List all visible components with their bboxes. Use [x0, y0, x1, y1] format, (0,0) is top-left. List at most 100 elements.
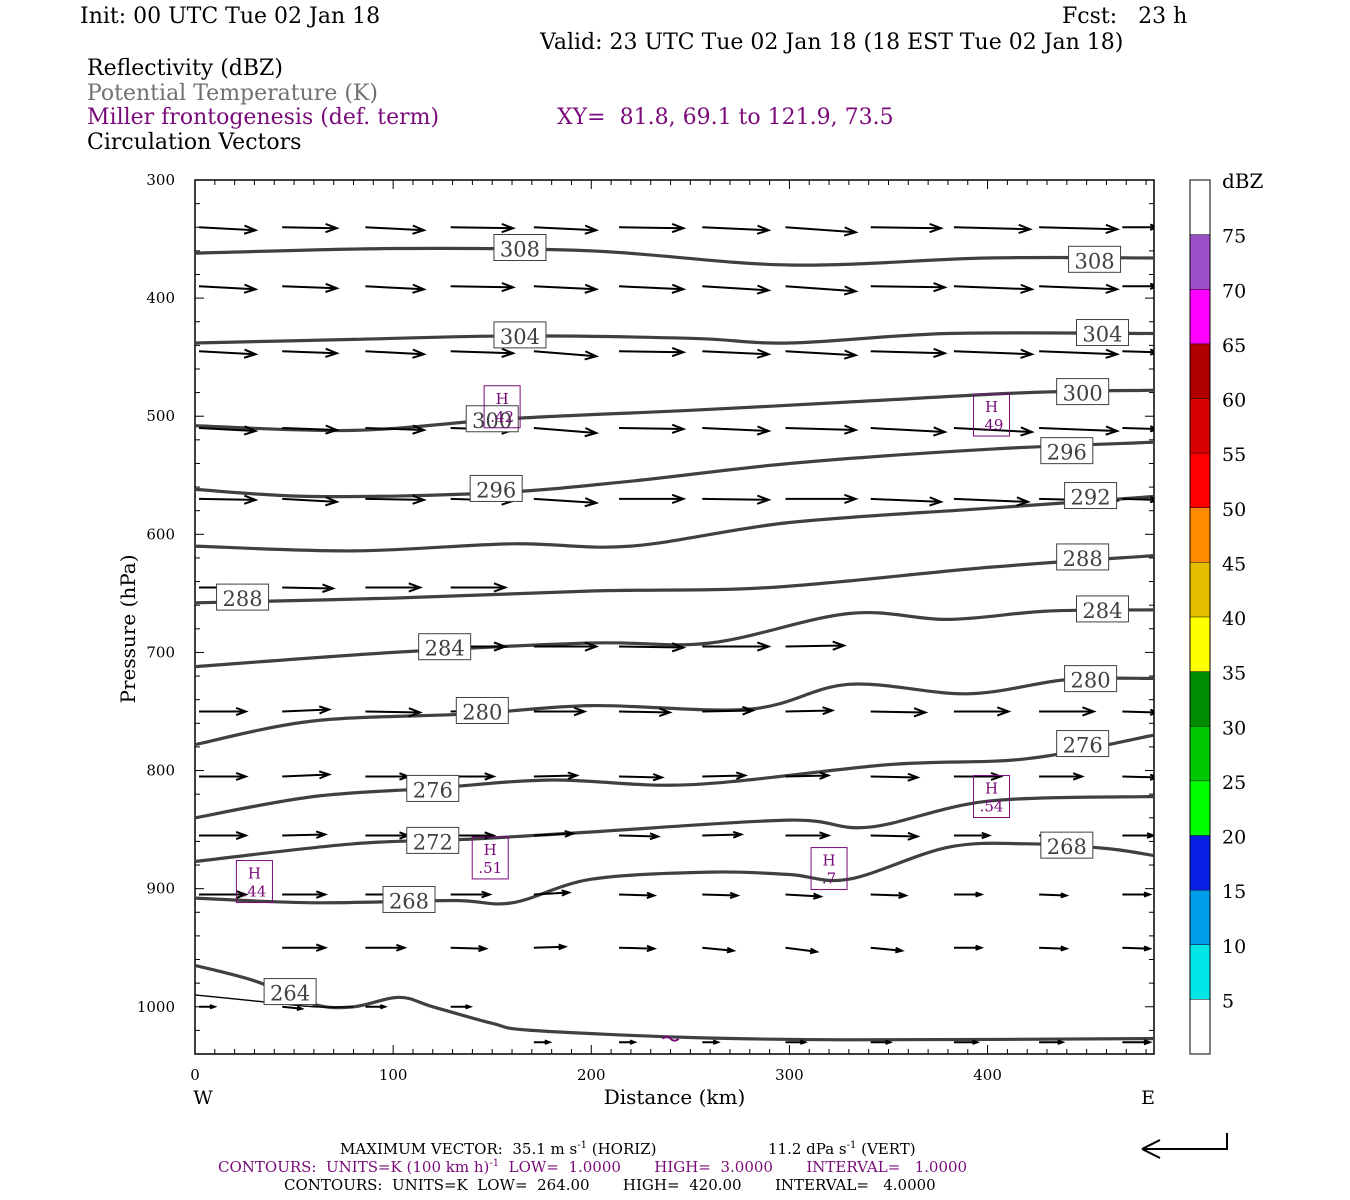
- theta-label: 264: [270, 982, 310, 1006]
- circulation-vector: [282, 222, 340, 234]
- colorbar-tick-label: 35: [1222, 663, 1246, 685]
- valid-time: Valid: 23 UTC Tue 02 Jan 18 (18 EST Tue …: [540, 30, 1124, 55]
- frontogenesis-max-label: H: [496, 390, 509, 408]
- circulation-vector: [785, 771, 832, 780]
- circulation-vector: [702, 705, 756, 716]
- colorbar-segment: [1190, 890, 1210, 945]
- y-tick-label: 600: [146, 525, 175, 543]
- circulation-vector: [282, 830, 329, 839]
- cross-section-xy: XY= 81.8, 69.1 to 121.9, 73.5: [557, 105, 894, 130]
- theta-label: 292: [1071, 486, 1111, 510]
- theta-label: 296: [476, 478, 516, 502]
- theta-label-box: [1064, 665, 1118, 693]
- frontogenesis-max-value: .51: [478, 859, 502, 877]
- circulation-vector: [450, 1004, 474, 1010]
- theta-label-box: [1056, 378, 1110, 406]
- theta-contour-276: [195, 733, 1154, 820]
- circulation-vector: [870, 831, 921, 841]
- init-time: Init: 00 UTC Tue 02 Jan 18: [80, 4, 381, 29]
- circulation-vector: [282, 1005, 305, 1011]
- circulation-vector: [1122, 891, 1153, 898]
- frontogenesis-max-label: H: [248, 865, 261, 883]
- circulation-vector: [1039, 945, 1070, 952]
- circulation-vector: [953, 706, 1012, 717]
- theta-label-box: [493, 234, 547, 262]
- theta-label: 276: [1063, 734, 1103, 758]
- circulation-vector: [870, 772, 921, 782]
- circulation-vector: [702, 830, 745, 839]
- colorbar-tick-label: 50: [1222, 499, 1246, 521]
- circulation-vector: [785, 493, 859, 504]
- circulation-vector: [702, 1039, 721, 1045]
- theta-label: 304: [1082, 323, 1122, 347]
- circulation-vector: [785, 1039, 808, 1045]
- theta-label-box: [382, 885, 436, 913]
- colorbar-tick-label: 25: [1222, 772, 1246, 794]
- circulation-vector: [1122, 496, 1154, 504]
- colorbar-tick-label: 55: [1222, 444, 1246, 466]
- circulation-vector: [282, 770, 332, 780]
- colorbar-segment: [1190, 234, 1210, 290]
- y-axis-title: Pressure (hPa): [116, 555, 140, 704]
- circulation-vector: [282, 943, 329, 952]
- circulation-vector: [619, 707, 673, 718]
- circulation-vector: [365, 707, 423, 718]
- frontogenesis-max-box: [810, 847, 848, 891]
- circulation-vector: [1122, 1039, 1153, 1046]
- circulation-vector: [282, 496, 340, 507]
- theta-label: 268: [389, 889, 429, 913]
- theta-label-box: [469, 474, 523, 502]
- circulation-vector: [365, 582, 423, 593]
- x-tick-label: 200: [577, 1066, 606, 1084]
- circulation-vector: [365, 1004, 388, 1010]
- colorbar-tick-label: 70: [1222, 280, 1246, 302]
- footer-max-vector: MAXIMUM VECTOR: 35.1 m s-1 (HORIZ): [340, 1140, 657, 1158]
- circulation-vector: [365, 494, 427, 505]
- theta-label: 284: [1082, 599, 1122, 623]
- circulation-vector: [785, 226, 859, 237]
- circulation-vector: [1039, 706, 1097, 717]
- theta-label: 284: [425, 637, 465, 661]
- circulation-vector: [1039, 348, 1121, 359]
- theta-label: 308: [500, 238, 540, 262]
- frontogenesis-max-value: .49: [980, 416, 1004, 434]
- circulation-vector: [953, 944, 985, 951]
- circulation-vector: [1122, 708, 1154, 716]
- circulation-vector: [702, 891, 741, 899]
- theta-label-box: [418, 633, 472, 661]
- circulation-vector: [199, 1004, 218, 1010]
- circulation-vector: [450, 582, 509, 593]
- circulation-vector: [282, 705, 332, 715]
- circulation-vector: [953, 348, 1035, 359]
- circulation-vector: [533, 224, 600, 235]
- circulation-vector: [533, 427, 600, 438]
- colorbar-tick-label: 20: [1222, 827, 1246, 849]
- circulation-vector: [702, 348, 772, 359]
- circulation-vector: [702, 224, 772, 235]
- circulation-vector: [282, 282, 340, 293]
- colorbar-segment: [1190, 562, 1210, 617]
- y-tick-label: 700: [146, 643, 175, 661]
- circulation-vector: [282, 583, 336, 594]
- colorbar-tick-label: 40: [1222, 608, 1246, 630]
- y-tick-label: 1000: [137, 998, 175, 1016]
- theta-label: 280: [462, 700, 502, 724]
- circulation-vector: [365, 772, 412, 781]
- circulation-vector: [365, 283, 427, 294]
- theta-label: 280: [1071, 669, 1111, 693]
- frontogenesis-max-value: .54: [980, 798, 1004, 816]
- circulation-vector: [1122, 282, 1154, 290]
- circulation-vector: [450, 223, 516, 234]
- circulation-vector: [785, 640, 847, 651]
- circulation-vector: [785, 831, 832, 840]
- frontogenesis-max-label: H: [823, 852, 836, 870]
- circulation-vector: [198, 348, 259, 359]
- plot-layer: 308 308 304 304 300 300 296 296 292 288 288 284 284 2…: [195, 222, 1154, 1046]
- circulation-vector: [450, 347, 516, 358]
- circulation-vector: [702, 946, 737, 954]
- circulation-vector: [619, 423, 687, 434]
- field-vectors: Circulation Vectors: [87, 130, 302, 155]
- circulation-vector: [1039, 425, 1121, 436]
- colorbar-segment: [1190, 507, 1210, 563]
- theta-contour-304: [195, 331, 1154, 345]
